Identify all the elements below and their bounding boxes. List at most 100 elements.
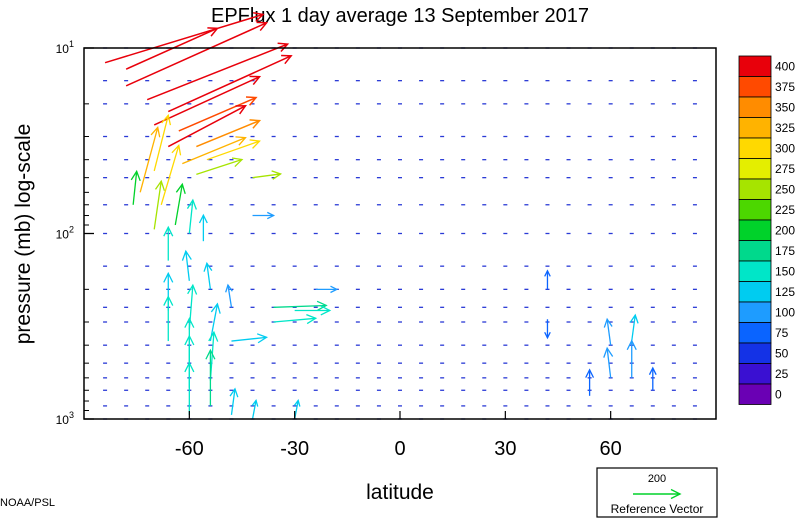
- flux-vector: [225, 283, 233, 308]
- colorbar-cell: [738, 383, 772, 405]
- colorbar-cell: [738, 137, 772, 159]
- flux-vector: [252, 170, 283, 180]
- colorbar-label: 50: [775, 346, 789, 360]
- flux-vector: [206, 139, 261, 161]
- flux-vector: [153, 113, 172, 172]
- flux-vector: [125, 21, 269, 87]
- colorbar-cell: [738, 322, 772, 344]
- reference-caption: Reference Vector: [611, 502, 704, 516]
- flux-vector: [251, 399, 259, 420]
- flux-vector: [196, 157, 244, 175]
- flux-vector: [181, 249, 192, 281]
- colorbar-cell: [738, 158, 772, 180]
- x-axis: -60 -30 0 30 60: [175, 411, 622, 460]
- flux-vector: [198, 213, 208, 242]
- colorbar-cell: [738, 55, 772, 77]
- flux-vector: [648, 366, 657, 391]
- colorbar-label: 200: [775, 223, 795, 237]
- colorbar-cell: [738, 240, 772, 262]
- colorbar-label: 300: [775, 141, 795, 155]
- flux-vector: [229, 387, 239, 415]
- colorbar-label: 275: [775, 162, 795, 176]
- flux-vectors: [104, 12, 657, 420]
- x-tick-label: 60: [600, 438, 622, 460]
- flux-vector: [629, 313, 639, 342]
- flux-vector: [163, 295, 174, 342]
- colorbar-label: 375: [775, 80, 795, 94]
- colorbar-label: 250: [775, 182, 795, 196]
- colorbar-label: 150: [775, 264, 795, 278]
- y-axis-label: pressure (mb) log-scale: [12, 124, 35, 345]
- colorbar-cell: [738, 363, 772, 385]
- colorbar-label: 225: [775, 203, 795, 217]
- x-tick-label: -30: [280, 438, 309, 460]
- y-tick-label: 101: [56, 39, 74, 56]
- flux-vector: [273, 300, 328, 311]
- colorbar-cell: [738, 76, 772, 98]
- flux-vector: [196, 119, 262, 148]
- flux-vector: [203, 261, 213, 290]
- background-vector-grid: [103, 47, 697, 420]
- flux-vector: [544, 319, 551, 340]
- flux-vector: [146, 42, 290, 101]
- colorbar-cell: [738, 199, 772, 221]
- flux-vector: [186, 198, 197, 234]
- chart-title: EPFlux 1 day average 13 September 2017: [211, 5, 589, 27]
- colorbar-label: 75: [775, 326, 789, 340]
- flux-vector: [231, 333, 269, 344]
- flux-vector: [626, 339, 637, 378]
- flux-vector: [174, 182, 186, 226]
- y-tick-label: 102: [56, 225, 74, 242]
- x-axis-label: latitude: [366, 481, 434, 504]
- flux-vector: [209, 302, 221, 342]
- flux-vector: [167, 104, 247, 148]
- flux-vector: [160, 144, 182, 205]
- colorbar-label: 125: [775, 285, 795, 299]
- colorbar-label: 325: [775, 121, 795, 135]
- colorbar-cell: [738, 96, 772, 118]
- colorbar-label: 0: [775, 387, 782, 401]
- flux-vector: [139, 126, 161, 193]
- flux-vector: [294, 305, 332, 316]
- reference-arrow: [633, 488, 682, 500]
- x-tick-label: -60: [175, 438, 204, 460]
- flux-vector: [167, 54, 293, 113]
- flux-vector: [153, 179, 166, 230]
- flux-vector: [603, 317, 613, 346]
- reference-vector-box: 200 Reference Vector: [596, 467, 718, 518]
- colorbar-cell: [738, 117, 772, 139]
- flux-vector: [178, 96, 258, 132]
- flux-vector: [273, 313, 318, 325]
- colorbar-cell: [738, 301, 772, 323]
- reference-vector-arrow: [633, 488, 682, 500]
- flux-vector: [252, 211, 276, 220]
- reference-box: [596, 467, 718, 518]
- flux-vector: [184, 361, 195, 415]
- flux-vector: [163, 225, 174, 261]
- flux-vector: [315, 285, 339, 294]
- x-tick-label: 0: [394, 438, 405, 460]
- colorbar-label: 400: [775, 59, 795, 73]
- colorbar-label: 25: [775, 367, 789, 381]
- reference-magnitude: 200: [648, 473, 666, 485]
- flux-vector: [544, 269, 551, 290]
- flux-vector: [205, 348, 216, 406]
- flux-vector: [182, 136, 247, 165]
- colorbar-cell: [738, 178, 772, 200]
- colorbar-cell: [738, 260, 772, 282]
- colorbar-label: 175: [775, 244, 795, 258]
- y-axis: 101 102 103: [56, 39, 94, 427]
- colorbar-cell: [738, 219, 772, 241]
- colorbar-label: 100: [775, 305, 795, 319]
- colorbar-label: 350: [775, 100, 795, 114]
- credit-label: NOAA/PSL: [0, 497, 55, 509]
- flux-vector: [153, 75, 262, 126]
- x-tick-label: 30: [494, 438, 516, 460]
- colorbar-cell: [738, 281, 772, 303]
- y-tick-label: 103: [56, 410, 74, 427]
- colorbar-cell: [738, 342, 772, 364]
- flux-vector: [104, 12, 265, 64]
- colorbar: 4003753503253002752502252001751501251007…: [738, 55, 795, 405]
- flux-vector: [585, 368, 595, 396]
